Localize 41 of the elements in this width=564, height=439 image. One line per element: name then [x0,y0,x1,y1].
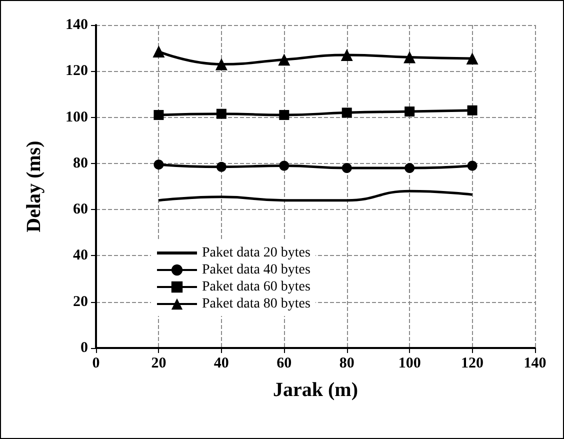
y-axis-title: Delay (ms) [23,140,45,232]
point [154,160,164,170]
y-tick-label: 40 [73,248,88,264]
x-tick-label: 20 [151,356,166,372]
point [154,110,164,120]
y-tick-label: 80 [73,155,88,172]
y-tick-label: 140 [66,17,88,33]
x-tick-label: 0 [92,356,100,372]
point [279,110,290,120]
legend-label: Paket data 80 bytes [202,296,310,312]
point [279,160,290,171]
x-tick-label: 140 [524,356,546,372]
point [278,54,290,66]
x-tick-label: 80 [339,356,354,372]
point [404,163,415,174]
point [152,46,165,58]
point [342,108,352,118]
point [215,58,228,70]
point [466,52,478,64]
legend-label: Paket data 40 bytes [202,262,310,278]
point [216,162,226,172]
y-tick-label: 120 [66,63,88,80]
point [404,106,415,117]
y-tick-label: 60 [73,202,88,218]
y-tick-label: 0 [80,340,88,356]
point [216,108,226,119]
point [467,160,478,171]
x-tick-label: 100 [398,356,421,372]
line-series [157,190,474,202]
x-tick-label: 120 [461,356,484,372]
point [340,48,353,61]
x-tick-label: 60 [276,356,292,372]
point [342,163,352,174]
point [404,51,416,64]
x-axis-title: Jarak (m) [273,379,358,401]
point [467,105,478,116]
x-tick-label: 40 [214,356,229,372]
y-tick-label: 20 [73,294,88,310]
legend-label: Paket data 20 bytes [202,246,310,260]
y-tick-label: 100 [66,109,88,126]
legend-label: Paket data 60 bytes [202,280,310,294]
